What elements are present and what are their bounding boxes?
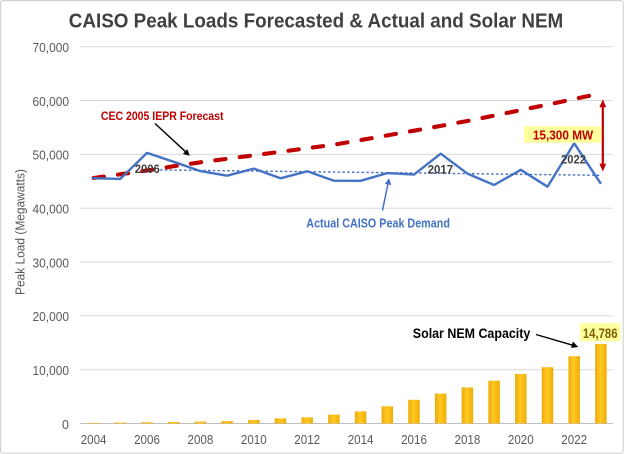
svg-text:0: 0 <box>62 418 69 432</box>
svg-text:30,000: 30,000 <box>33 256 70 270</box>
svg-text:2022: 2022 <box>561 152 586 166</box>
svg-text:14,786: 14,786 <box>583 326 618 341</box>
svg-text:2008: 2008 <box>188 433 214 447</box>
svg-text:15,300 MW: 15,300 MW <box>533 128 594 143</box>
svg-text:2022: 2022 <box>561 433 587 447</box>
svg-text:2004: 2004 <box>81 433 107 447</box>
svg-text:50,000: 50,000 <box>33 149 70 163</box>
svg-text:60,000: 60,000 <box>33 95 70 109</box>
svg-text:2012: 2012 <box>294 433 320 447</box>
svg-text:40,000: 40,000 <box>33 203 70 217</box>
svg-text:Solar NEM Capacity: Solar NEM Capacity <box>413 326 531 341</box>
svg-text:2014: 2014 <box>348 433 374 447</box>
svg-text:CAISO Peak Loads Forecasted &: CAISO Peak Loads Forecasted & Actual and… <box>69 11 564 33</box>
svg-text:Actual CAISO Peak Demand: Actual CAISO Peak Demand <box>306 215 450 230</box>
svg-text:Peak Load (Megawatts): Peak Load (Megawatts) <box>14 169 28 295</box>
svg-text:2020: 2020 <box>508 433 534 447</box>
svg-text:10,000: 10,000 <box>33 364 70 378</box>
svg-text:2018: 2018 <box>455 433 481 447</box>
svg-text:2010: 2010 <box>241 433 267 447</box>
svg-text:2016: 2016 <box>401 433 427 447</box>
svg-text:2017: 2017 <box>428 163 454 177</box>
svg-text:20,000: 20,000 <box>33 310 70 324</box>
svg-text:CEC 2005 IEPR Forecast: CEC 2005 IEPR Forecast <box>101 109 224 123</box>
svg-text:70,000: 70,000 <box>33 41 70 55</box>
svg-text:2006: 2006 <box>135 162 160 176</box>
svg-text:2006: 2006 <box>134 433 160 447</box>
